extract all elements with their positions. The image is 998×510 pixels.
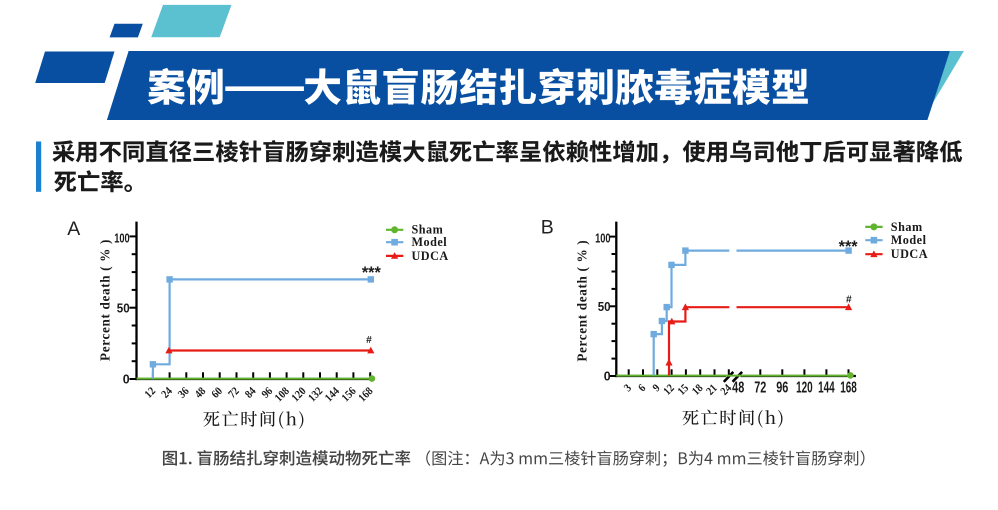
svg-text:B: B bbox=[541, 217, 554, 239]
svg-text:120: 120 bbox=[796, 379, 813, 397]
svg-text:72: 72 bbox=[754, 379, 766, 397]
svg-text:Sham: Sham bbox=[412, 223, 444, 237]
svg-text:0: 0 bbox=[604, 369, 611, 384]
svg-text:100: 100 bbox=[595, 231, 611, 246]
svg-text:Model: Model bbox=[412, 235, 448, 249]
svg-text:#: # bbox=[366, 335, 372, 346]
svg-text:Model: Model bbox=[891, 233, 927, 247]
svg-text:100: 100 bbox=[114, 230, 130, 245]
svg-text:Percent death ( % ): Percent death ( % ) bbox=[575, 240, 590, 362]
svg-text:A: A bbox=[67, 218, 80, 240]
svg-text:50: 50 bbox=[598, 299, 611, 314]
svg-text:50: 50 bbox=[117, 300, 130, 315]
svg-text:48: 48 bbox=[732, 379, 744, 397]
svg-text:144: 144 bbox=[818, 379, 835, 397]
svg-text:96: 96 bbox=[776, 379, 788, 397]
svg-text:***: *** bbox=[839, 238, 859, 256]
svg-text:UDCA: UDCA bbox=[412, 249, 449, 263]
svg-text:168: 168 bbox=[840, 379, 857, 397]
svg-text:#: # bbox=[846, 295, 852, 306]
svg-text:Percent death ( % ): Percent death ( % ) bbox=[97, 239, 112, 361]
svg-text:0: 0 bbox=[123, 372, 130, 387]
svg-text:UDCA: UDCA bbox=[891, 247, 928, 261]
svg-text:***: *** bbox=[362, 264, 382, 282]
svg-text:Sham: Sham bbox=[891, 220, 923, 234]
